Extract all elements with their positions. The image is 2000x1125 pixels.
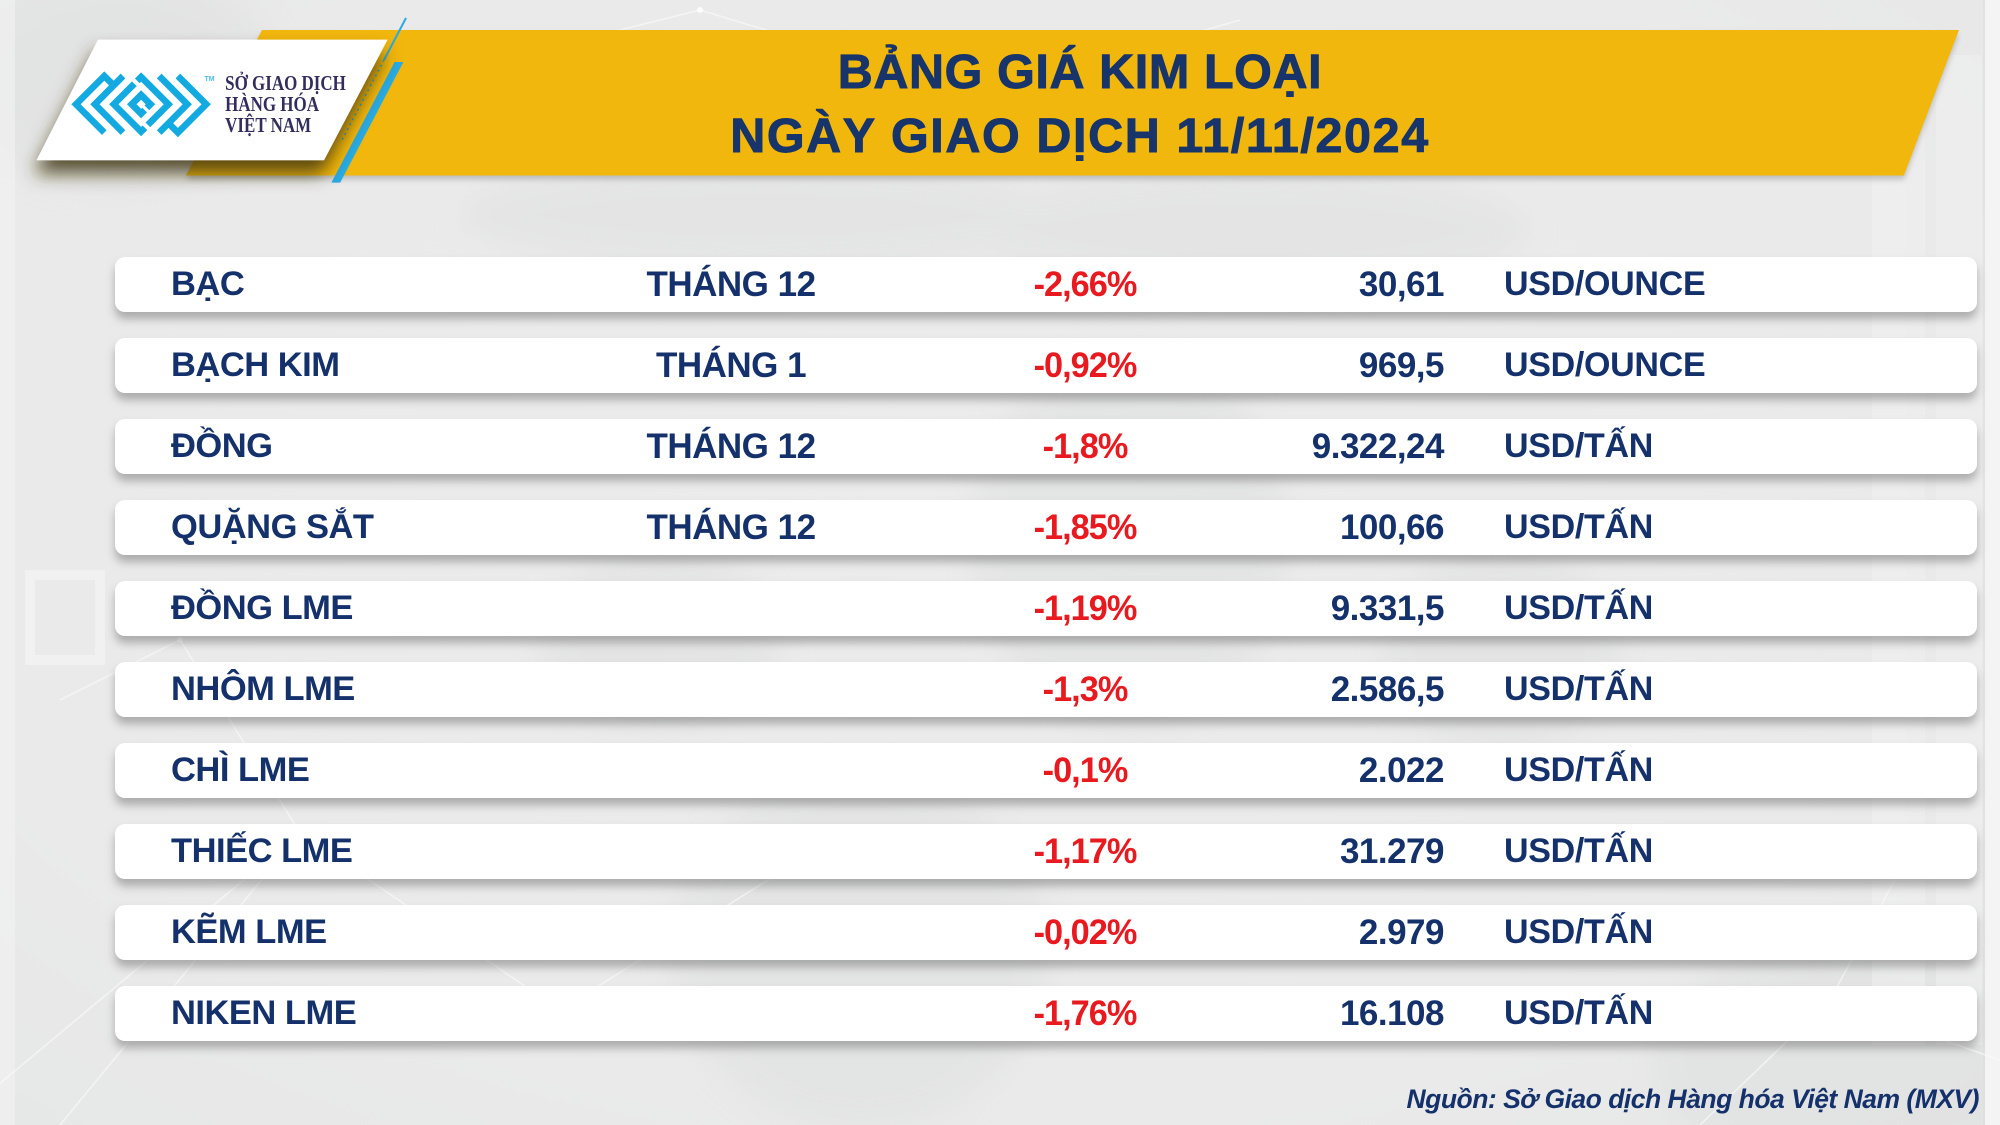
svg-text:HÀNG HÓA: HÀNG HÓA [225,92,319,116]
svg-text:TM: TM [205,76,215,83]
svg-text:SỞ GIAO DỊCH: SỞ GIAO DỊCH [225,71,346,95]
svg-text:VIỆT NAM: VIỆT NAM [225,113,311,137]
